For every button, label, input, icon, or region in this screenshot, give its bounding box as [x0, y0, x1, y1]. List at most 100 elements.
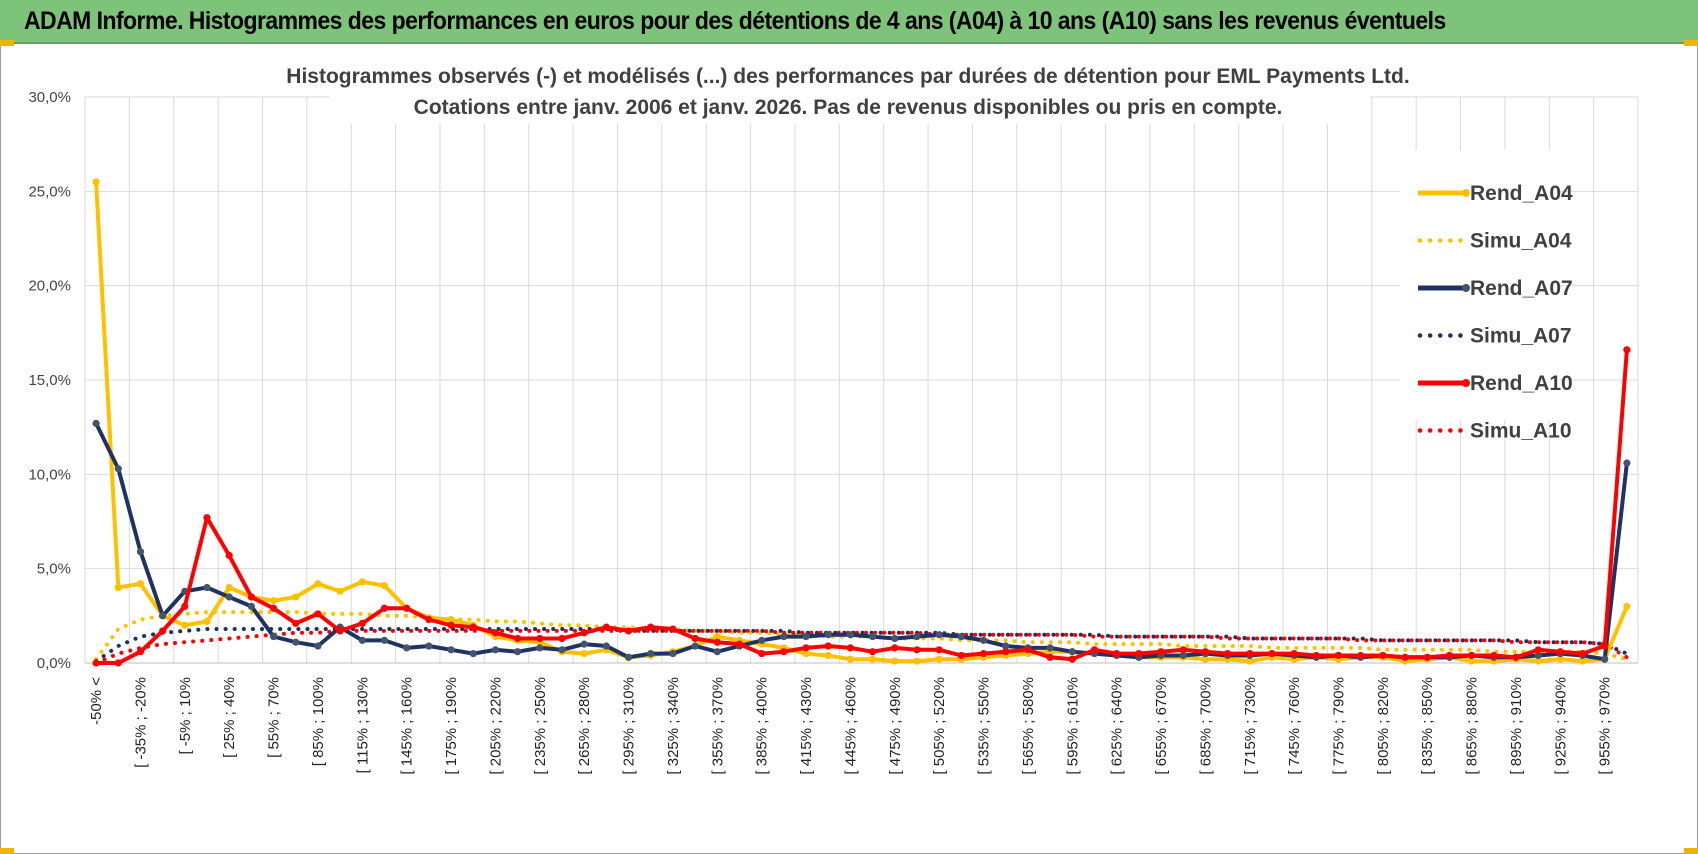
data-point	[935, 631, 943, 639]
data-point	[491, 629, 500, 637]
data-point	[1179, 651, 1187, 660]
data-point	[580, 649, 588, 658]
data-point	[225, 593, 233, 601]
data-point	[735, 640, 744, 648]
data-point	[669, 649, 677, 658]
data-point	[558, 646, 566, 654]
data-point	[491, 646, 500, 654]
data-point	[1068, 655, 1076, 663]
data-point	[136, 648, 145, 656]
data-point	[1312, 651, 1320, 660]
x-tick-label: [ 355% ; 370%	[709, 677, 726, 775]
x-tick-label: [ 505% ; 520%	[931, 677, 948, 775]
legend-item: Rend_A04	[1418, 182, 1573, 205]
data-point	[247, 593, 255, 601]
report-title: ADAM Informe. Histogrammes des performan…	[24, 7, 1446, 35]
data-point	[713, 648, 721, 656]
legend-item: Rend_A10	[1418, 372, 1573, 395]
data-point	[1046, 644, 1054, 652]
data-point	[1357, 651, 1365, 660]
x-tick-label: [ 745% ; 760%	[1286, 677, 1303, 775]
data-point	[802, 649, 810, 658]
x-tick-label: [ 385% ; 400%	[754, 677, 771, 775]
data-point	[957, 651, 965, 660]
data-point	[1623, 346, 1631, 354]
x-tick-label: [ 595% ; 610%	[1064, 677, 1081, 775]
data-point	[979, 649, 988, 658]
x-tick-label: [ 325% ; 340%	[665, 677, 682, 775]
data-point	[624, 627, 633, 635]
data-point	[203, 617, 211, 626]
y-axis: 0,0% 5,0% 10,0% 15,0% 20,0% 25,0% 30,0%	[28, 89, 71, 672]
data-point	[935, 655, 943, 663]
data-point	[891, 657, 899, 665]
data-point	[846, 631, 855, 639]
data-point	[1601, 655, 1609, 663]
data-point	[802, 632, 810, 641]
data-point	[1490, 651, 1498, 660]
data-point	[602, 623, 610, 631]
x-tick-label: [ 475% ; 490%	[887, 677, 904, 775]
data-point	[1468, 651, 1476, 660]
corner-mark	[1684, 40, 1698, 46]
data-point	[758, 636, 766, 644]
data-point	[1423, 653, 1431, 661]
data-point	[780, 632, 788, 641]
data-point	[1623, 602, 1631, 611]
data-point	[314, 642, 322, 650]
data-point	[935, 646, 943, 654]
data-point	[1290, 649, 1298, 658]
data-point	[580, 640, 588, 648]
data-point	[1578, 657, 1587, 665]
data-point	[380, 636, 389, 644]
corner-mark	[0, 848, 14, 854]
data-point	[780, 648, 788, 656]
data-point	[691, 634, 699, 643]
data-point	[1534, 657, 1542, 665]
data-point	[1601, 642, 1609, 650]
legend-swatch-marker	[1462, 284, 1470, 292]
x-tick-label: [ 625% ; 640%	[1109, 677, 1126, 775]
x-tick-label: [ 25% ; 40%	[221, 677, 238, 758]
data-point	[824, 642, 832, 650]
data-point	[469, 623, 477, 631]
data-point	[602, 642, 610, 650]
x-tick-label: [ 925% ; 940%	[1552, 677, 1569, 775]
x-tick-label: -50% <	[88, 677, 105, 725]
data-point	[292, 619, 300, 627]
data-point	[380, 582, 389, 590]
histogram-chart: 0,0% 5,0% 10,0% 15,0% 20,0% 25,0% 30,0% -50% <…	[28, 58, 1639, 775]
data-point	[1068, 648, 1076, 656]
data-point	[824, 651, 832, 660]
data-point	[669, 625, 677, 633]
data-point	[913, 646, 921, 654]
x-tick-label: [ 415% ; 430%	[798, 677, 815, 775]
data-point	[92, 419, 100, 427]
legend-label: Rend_A10	[1470, 372, 1573, 395]
data-point	[1179, 646, 1187, 654]
data-point	[846, 644, 855, 652]
data-point	[1445, 651, 1454, 660]
data-point	[979, 636, 988, 644]
y-tick-label: 25,0%	[28, 183, 71, 200]
data-point	[225, 583, 233, 592]
data-point	[358, 636, 366, 644]
data-point	[1623, 459, 1631, 467]
data-point	[336, 627, 344, 635]
data-point	[225, 551, 233, 560]
data-point	[558, 634, 566, 643]
data-point	[846, 655, 855, 663]
x-tick-label: [ 955% ; 970%	[1597, 677, 1614, 775]
y-tick-label: 10,0%	[28, 466, 71, 483]
x-tick-label: [ 685% ; 700%	[1197, 677, 1214, 775]
data-point	[403, 604, 411, 612]
data-point	[1246, 657, 1254, 665]
data-point	[868, 648, 877, 656]
series-rend-a07	[92, 419, 1631, 663]
chart-title-line1: Histogrammes observés (-) et modélisés (…	[286, 65, 1409, 88]
data-point	[1379, 651, 1387, 660]
data-point	[380, 604, 389, 612]
x-tick-label: [ 775% ; 790%	[1330, 677, 1347, 775]
y-tick-label: 5,0%	[37, 561, 71, 578]
